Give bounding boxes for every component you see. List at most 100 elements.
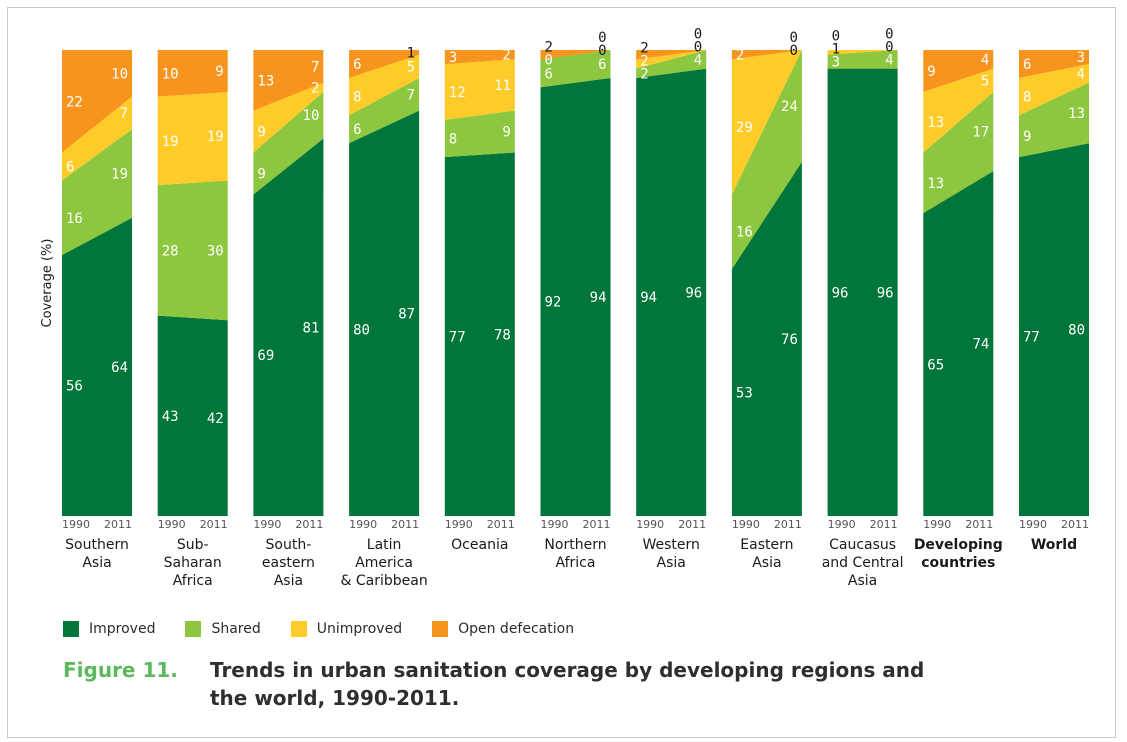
data-label: 12 xyxy=(449,85,466,101)
data-label: 2 xyxy=(640,66,648,82)
data-label: 77 xyxy=(449,330,466,346)
segment-shared xyxy=(540,50,611,88)
data-label: 4 xyxy=(981,52,989,68)
data-label: 2 xyxy=(640,53,648,69)
segment-improved xyxy=(827,68,898,516)
data-label: 9 xyxy=(215,64,223,80)
segment-open-defecation xyxy=(731,50,802,60)
data-label: 94 xyxy=(640,290,657,306)
data-label: 94 xyxy=(590,290,607,306)
segment-open-defecation xyxy=(157,50,228,97)
data-label: 29 xyxy=(736,120,753,136)
data-label: 65 xyxy=(927,358,944,374)
segment-open-defecation xyxy=(636,50,707,60)
legend-swatch-shared xyxy=(185,621,202,637)
legend-item-shared: Shared xyxy=(185,621,261,637)
data-label: 56 xyxy=(66,379,83,395)
data-label: 10 xyxy=(111,66,128,82)
category-label: & Caribbean xyxy=(340,573,427,589)
category-label: Eastern xyxy=(740,537,793,553)
data-label: 1 xyxy=(407,45,415,61)
category-label: Asia xyxy=(657,555,686,571)
x-tick-label: 2011 xyxy=(1061,518,1089,531)
y-axis-label: Coverage (%) xyxy=(40,239,55,328)
data-label: 2 xyxy=(640,40,648,56)
data-label: 76 xyxy=(781,332,798,348)
data-label: 13 xyxy=(927,115,944,131)
legend-swatch-open-defecation xyxy=(432,621,449,637)
category-label: and Central xyxy=(822,555,904,571)
data-label: 17 xyxy=(972,125,989,141)
data-label: 4 xyxy=(885,52,893,68)
data-label: 0 xyxy=(694,26,702,42)
segment-open-defecation xyxy=(444,50,515,64)
segment-improved xyxy=(731,161,802,516)
segment-improved xyxy=(62,217,132,516)
data-label: 7 xyxy=(120,106,128,122)
segment-unimproved xyxy=(1019,63,1089,116)
x-tick-label: 2011 xyxy=(870,518,898,531)
data-label: 1 xyxy=(832,42,840,58)
data-label: 92 xyxy=(545,295,562,311)
x-tick-label: 1990 xyxy=(541,518,569,531)
legend-label-unimproved: Unimproved xyxy=(316,621,403,637)
data-label: 5 xyxy=(981,73,989,89)
data-label: 28 xyxy=(162,243,179,259)
x-tick-label: 2011 xyxy=(965,518,993,531)
data-label: 9 xyxy=(1023,129,1031,145)
category-label: Northern xyxy=(544,537,606,553)
data-label: 7 xyxy=(407,87,415,103)
caption-number: Figure 11. xyxy=(63,658,178,682)
data-label: 9 xyxy=(502,125,510,141)
segment-unimproved xyxy=(444,59,515,120)
data-label: 96 xyxy=(877,285,894,301)
data-label: 80 xyxy=(1068,323,1085,339)
category-label: America xyxy=(355,555,413,571)
x-tick-label: 2011 xyxy=(104,518,132,531)
segment-improved xyxy=(1019,143,1089,516)
data-label: 11 xyxy=(494,78,511,94)
data-label: 6 xyxy=(1023,57,1031,73)
segment-improved xyxy=(349,110,420,516)
data-label: 22 xyxy=(66,94,83,110)
legend-swatch-improved xyxy=(63,621,79,637)
x-tick-label: 1990 xyxy=(253,518,281,531)
legend-swatch-unimproved xyxy=(290,621,307,637)
segment-unimproved xyxy=(636,50,707,69)
segment-open-defecation xyxy=(62,50,132,153)
category-label: Asia xyxy=(82,555,111,571)
data-label: 6 xyxy=(353,57,361,73)
data-label: 10 xyxy=(303,108,320,124)
data-label: 4 xyxy=(1077,66,1085,82)
data-label: 6 xyxy=(598,57,606,73)
segment-shared xyxy=(62,129,132,256)
x-tick-label: 2011 xyxy=(583,518,611,531)
data-label: 30 xyxy=(207,243,224,259)
data-label: 43 xyxy=(162,409,179,425)
segment-shared xyxy=(923,91,994,214)
data-label: 87 xyxy=(398,306,415,322)
data-label: 4 xyxy=(694,52,702,68)
legend-item-unimproved: Unimproved xyxy=(290,621,403,637)
segment-shared xyxy=(253,91,324,195)
data-label: 9 xyxy=(257,166,265,182)
data-label: 2 xyxy=(311,80,319,96)
x-tick-label: 1990 xyxy=(636,518,664,531)
segment-unimproved xyxy=(157,91,228,186)
data-label: 74 xyxy=(972,337,989,353)
data-label: 0 xyxy=(885,39,893,55)
category-label: South- xyxy=(266,537,312,553)
x-tick-label: 2011 xyxy=(391,518,419,531)
legend: Improved Shared Unimproved Open defecati… xyxy=(63,621,604,637)
category-label: Asia xyxy=(752,555,781,571)
data-label: 0 xyxy=(789,30,797,46)
x-tick-label: 1990 xyxy=(158,518,186,531)
segment-open-defecation xyxy=(253,50,324,111)
data-label: 13 xyxy=(927,176,944,192)
x-tick-label: 2011 xyxy=(200,518,228,531)
segment-improved xyxy=(540,77,611,517)
legend-label-improved: Improved xyxy=(89,621,156,637)
segment-improved xyxy=(636,68,707,516)
data-label: 13 xyxy=(257,73,274,89)
